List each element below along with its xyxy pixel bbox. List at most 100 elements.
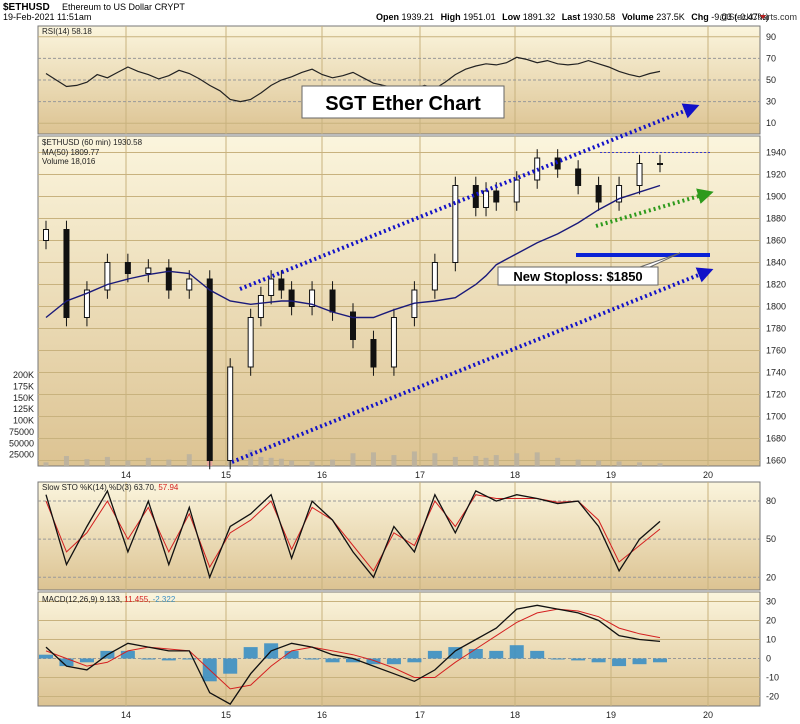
rsi-line <box>45 56 661 103</box>
macd-y-tick: 30 <box>766 597 776 607</box>
macd-histogram-bar <box>59 658 74 667</box>
candle-body <box>268 278 275 296</box>
volume-bar <box>63 456 69 466</box>
candle-body <box>165 267 172 291</box>
price-y-tick: 1660 <box>766 456 786 466</box>
candle-body <box>657 163 663 165</box>
rsi-y-tick: 90 <box>766 32 776 42</box>
rsi-y-tick: 50 <box>766 75 776 85</box>
volume-bar <box>493 455 499 466</box>
stochastic-y-tick: 50 <box>766 534 776 544</box>
price-y-tick: 1780 <box>766 324 786 334</box>
stochastic-title: Slow STO %K(14) %D(3) 63.70, 57.94 <box>42 483 179 492</box>
volume-bar <box>411 451 417 466</box>
macd-background <box>37 591 761 707</box>
macd-histogram-bar <box>284 650 299 659</box>
macd-y-tick: -20 <box>766 692 779 702</box>
volume-bar <box>248 449 254 466</box>
volume-bar <box>555 457 561 466</box>
volume-bar <box>637 462 643 466</box>
price-x-tick: 20 <box>703 470 713 480</box>
macd-histogram-bar <box>366 658 381 665</box>
rsi-y-tick: 70 <box>766 53 776 63</box>
macd-x-tick: 14 <box>121 710 131 720</box>
candle-body <box>104 262 111 291</box>
macd-histogram-bar <box>509 645 524 659</box>
macd-histogram-bar <box>571 658 586 661</box>
candle-body <box>595 185 602 203</box>
rsi-title: RSI(14) 58.18 <box>42 27 92 36</box>
volume-bar <box>289 460 295 466</box>
candle-body <box>513 179 520 203</box>
macd-y-tick: 10 <box>766 635 776 645</box>
volume-bar <box>268 457 274 466</box>
candle-body <box>370 339 377 368</box>
price-x-tick: 17 <box>415 470 425 480</box>
macd-histogram-bar <box>550 658 565 660</box>
volume-y-tick: 125K <box>13 404 34 414</box>
price-y-tick: 1900 <box>766 192 786 202</box>
lower-channel-arrow <box>231 267 714 464</box>
chart-date: 19-Feb-2021 11:51am <box>3 12 91 22</box>
candle-body <box>636 163 643 186</box>
candle-body <box>227 366 234 461</box>
volume-bar <box>278 458 284 466</box>
macd-histogram-bar <box>386 658 401 665</box>
macd-histogram-bar <box>653 658 667 663</box>
price-y-tick: 1720 <box>766 390 786 400</box>
candle-body <box>206 278 213 461</box>
macd-histogram-bar <box>530 650 545 659</box>
price-y-tick: 1940 <box>766 148 786 158</box>
volume-y-tick: 150K <box>13 393 34 403</box>
watermark: @StockCharts.com <box>719 12 797 22</box>
candle-body <box>575 168 582 186</box>
candle-body <box>431 262 438 291</box>
volume-bar <box>432 453 438 466</box>
price-title: $ETHUSD (60 min) 1930.58 <box>42 138 143 147</box>
price-x-tick: 18 <box>510 470 520 480</box>
candle-body <box>83 289 90 318</box>
volume-bar <box>534 452 540 466</box>
price-x-tick: 19 <box>606 470 616 480</box>
macd-histogram-bar <box>591 658 606 663</box>
macd-histogram-bar <box>39 654 53 659</box>
macd-x-tick: 20 <box>703 710 713 720</box>
volume-bar <box>43 462 49 466</box>
price-y-tick: 1920 <box>766 170 786 180</box>
volume-bar <box>483 457 489 466</box>
candle-body <box>288 289 295 307</box>
macd-histogram-bar <box>305 658 320 660</box>
candle-body <box>257 295 264 318</box>
price-x-tick: 16 <box>317 470 327 480</box>
price-y-tick: 1840 <box>766 258 786 268</box>
macd-histogram-bar <box>223 658 238 674</box>
macd-histogram-bar <box>346 658 360 663</box>
macd-x-tick: 17 <box>415 710 425 720</box>
macd-histogram-bar <box>182 658 197 660</box>
candle-body <box>63 229 70 318</box>
symbol-description: Ethereum to US Dollar CRYPT <box>62 2 185 12</box>
volume-bar <box>616 461 622 466</box>
macd-line <box>45 604 661 705</box>
macd-y-tick: 20 <box>766 616 776 626</box>
volume-bar <box>125 460 131 466</box>
volume-y-tick: 50000 <box>9 438 34 448</box>
price-y-tick: 1820 <box>766 280 786 290</box>
volume-y-tick: 75000 <box>9 427 34 437</box>
macd-histogram-bar <box>243 647 258 659</box>
candle-body <box>124 262 131 274</box>
candle-body <box>350 311 356 340</box>
volume-y-tick: 25000 <box>9 450 34 460</box>
macd-histogram-bar <box>468 649 483 659</box>
macd-histogram-bar <box>325 658 340 663</box>
volume-bar <box>104 456 110 466</box>
volume-bar <box>186 454 192 466</box>
ma50-line <box>45 184 661 319</box>
upper-channel-arrow <box>239 103 700 291</box>
price-y-tick: 1740 <box>766 368 786 378</box>
title-box <box>301 85 505 119</box>
volume-y-tick: 175K <box>13 381 34 391</box>
volume-label: Volume 18,016 <box>42 157 96 166</box>
volume-bar <box>514 453 520 466</box>
